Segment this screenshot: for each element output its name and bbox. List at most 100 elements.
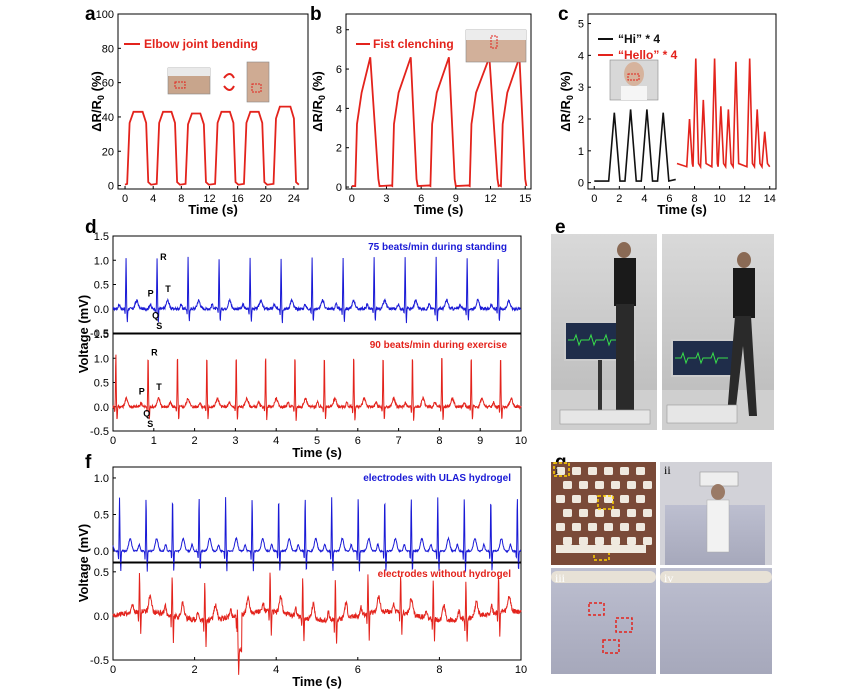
x-tick-label: 8 [178,193,184,205]
electrode-pad [611,481,620,489]
x-tick-label: 8 [436,664,442,676]
y-tick-label: 0 [336,182,342,194]
x-tick-label: 1 [151,435,157,447]
x-tick-label: 2 [192,435,198,447]
x-tick-label: 2 [616,193,622,205]
g-label-i: i [555,463,559,477]
inset-photo-fist [465,29,527,63]
x-tick-label: 10 [515,435,527,447]
x-tick-label: 0 [110,435,116,447]
y-axis-title: ΔR/R0 (%) [310,71,327,132]
electrode-pad [627,509,636,517]
y-tick-label: 6 [336,64,342,76]
ecg-label-p: P [139,387,145,397]
chart-d-ecg-standing-exercise: -0.5 0.0 0.5 1.0 1.5 75 beats/min during stan… [76,231,527,460]
y-tick-label: 0 [578,178,584,190]
electrode-pad [611,509,620,517]
y-tick-label: 5 [578,19,584,31]
photo-g-iv-bedsheet-plain: iv [660,568,772,674]
plot-frame [117,13,309,190]
ecg-label-r: R [151,347,158,357]
x-tick-label: 6 [355,435,361,447]
y-tick-label: 1 [578,146,584,158]
y-tick-label: -0.5 [90,328,109,340]
legend-label: Fist clenching [373,37,454,51]
electrode-pad [611,537,620,545]
y-tick-label: -0.5 [90,426,109,438]
y-tick-label: 8 [336,25,342,37]
inset-photo-face [609,59,659,101]
x-tick-label: 6 [666,193,672,205]
x-tick-label: 12 [739,193,751,205]
electrode-pad [604,495,613,503]
x-tick-label: 0 [591,193,597,205]
x-tick-label: 15 [519,193,531,205]
y-axis-title: Voltage (mV) [76,524,91,603]
photo-g-i-electrode-array: i [551,462,656,565]
y-tick-label: 100 [96,9,114,21]
ecg-label-q: Q [152,310,159,320]
y-axis-title: Voltage (mV) [76,295,91,374]
y-tick-label: 1.0 [94,353,109,365]
electrode-pad [595,537,604,545]
x-tick-label: 7 [396,435,402,447]
x-tick-label: 6 [355,664,361,676]
electrode-pad [572,523,581,531]
y-tick-label: 2 [336,143,342,155]
y-tick-label: 3 [578,82,584,94]
electrode-pad [643,481,652,489]
x-tick-label: 4 [150,193,156,205]
photo-g-ii-patient-bed: ii [660,462,772,565]
electrode-pad [579,537,588,545]
photo-g-iii-bedsheet-sensors: iii [551,568,656,674]
series-line-elbow [124,105,300,186]
panel-letter-f: f [85,452,92,473]
electrode-pad [604,467,613,475]
ecg-label-r: R [160,252,167,262]
y-tick-label: 40 [102,112,114,124]
x-axis-title: Time (s) [414,202,464,217]
x-tick-label: 3 [383,193,389,205]
x-tick-label: 5 [314,435,320,447]
panel-letter-c: c [558,4,569,25]
x-axis-title: Time (s) [657,202,707,217]
electrode-pad [563,481,572,489]
electrode-pad [556,495,565,503]
x-tick-label: 2 [192,664,198,676]
electrode-pad [604,523,613,531]
electrode-pad [643,537,652,545]
ecg-label-t: T [165,284,171,294]
legend-label-hello: “Hello” * 4 [618,48,678,62]
plot-frame [345,13,532,190]
ecg-label-t: T [156,382,162,392]
panel-letter-a: a [85,4,96,25]
y-tick-label: 0 [108,181,114,193]
electrode-pad [572,495,581,503]
ecg-trace-0 [112,497,522,572]
x-tick-label: 4 [641,193,647,205]
chart-f-ecg-hydrogel: 0.0 0.5 1.0 electrodes with ULAS hydrogel -0… [76,466,527,689]
g-label-iii: iii [555,571,566,585]
y-tick-label: 20 [102,146,114,158]
highlight-box [553,462,570,477]
ecg-label-s: S [156,321,162,331]
x-tick-label: 10 [713,193,725,205]
chart-a-elbow-bending: 0 20 40 60 80 100 0 4 8 12 16 20 24 Elbow joint bendi… [89,9,309,217]
photo-walking-monitoring [662,234,774,430]
plot-frame [587,13,777,190]
x-axis-title: Time (s) [292,674,342,689]
subplot-label-1: electrodes without hydrogel [378,569,512,580]
electrode-pad [563,509,572,517]
electrode-pad [588,523,597,531]
electrode-pad [627,481,636,489]
y-tick-label: 0.0 [94,611,109,623]
panel-letter-e: e [555,217,566,238]
x-axis-title: Time (s) [292,445,342,460]
y-tick-label: 0.0 [94,304,109,316]
legend-label: Elbow joint bending [144,37,258,51]
subplot-label-1: 90 beats/min during exercise [370,340,508,351]
electrode-pad [572,467,581,475]
highlight-box [597,495,614,510]
